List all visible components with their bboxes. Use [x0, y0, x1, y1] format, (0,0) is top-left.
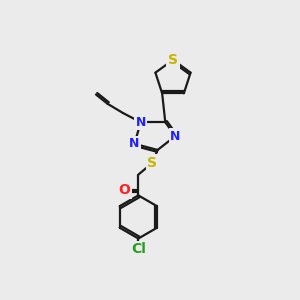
Text: N: N: [129, 137, 140, 150]
Text: S: S: [147, 156, 157, 170]
Text: N: N: [170, 130, 181, 142]
Text: S: S: [168, 53, 178, 67]
Text: O: O: [118, 183, 130, 197]
Text: Cl: Cl: [131, 242, 146, 256]
Text: N: N: [136, 116, 146, 129]
